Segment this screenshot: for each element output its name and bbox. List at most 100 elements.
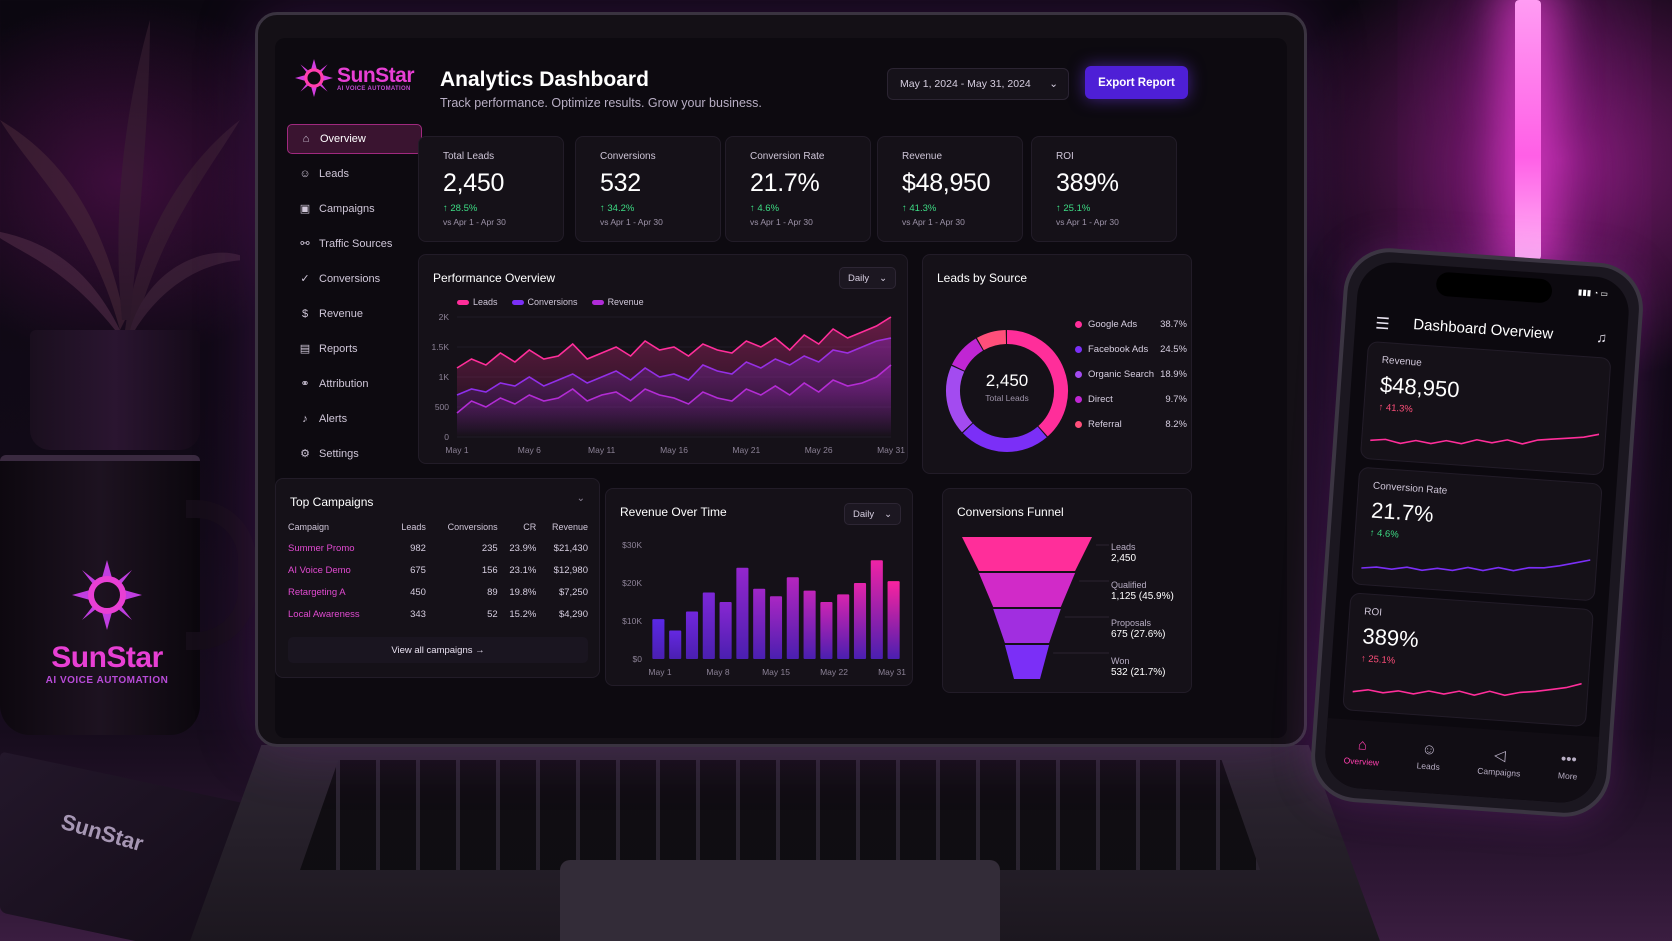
- sidebar-item-traffic-sources[interactable]: ⚯ Traffic Sources: [287, 229, 422, 259]
- legend-swatch: [457, 300, 469, 306]
- sun-logo-icon: [72, 560, 142, 630]
- phone-tab-more[interactable]: ••• More: [1558, 750, 1579, 781]
- kpi-comparison: vs Apr 1 - Apr 30: [750, 217, 813, 227]
- bell-icon: ♪: [302, 413, 308, 425]
- donut-slice-direct: [951, 338, 984, 372]
- leads-donut-chart: [946, 330, 1068, 452]
- status-bar-icons: ▮▮▮ ◔ ▭: [1577, 287, 1609, 299]
- phone-title: Dashboard Overview: [1412, 316, 1554, 343]
- table-header-row: Campaign Leads Conversions CR Revenue: [288, 517, 588, 537]
- top-campaigns-card: Top Campaigns ⌄ Campaign Leads Conversions…: [275, 478, 600, 678]
- phone-tab-campaigns[interactable]: ◁ Campaigns: [1477, 744, 1522, 778]
- funnel-stage: [978, 573, 1076, 607]
- date-range-value: May 1, 2024 - May 31, 2024: [900, 78, 1031, 90]
- sidebar-item-revenue[interactable]: $ Revenue: [287, 299, 422, 329]
- kpi-card-conversion-rate: Conversion Rate 21.7% ↑ 4.6% vs Apr 1 - Apr…: [725, 136, 871, 242]
- legend-item: Revenue: [591, 297, 644, 307]
- table-row[interactable]: AI Voice Demo 675 156 23.1% $12,980: [288, 559, 588, 581]
- table-cell: 156: [481, 564, 498, 576]
- leads-by-source-card: Leads by Source 2,450 Total Leads Google…: [922, 254, 1192, 474]
- funnel-stage-name: Leads: [1111, 542, 1136, 552]
- export-report-button[interactable]: Export Report: [1085, 66, 1188, 99]
- source-legend-row: Organic Search 18.9%: [1075, 369, 1187, 380]
- table-cell: $12,980: [553, 564, 588, 576]
- sidebar-item-settings[interactable]: ⚙ Settings: [287, 439, 422, 469]
- sidebar-item-label: Alerts: [319, 413, 348, 425]
- source-dot: [1075, 420, 1082, 428]
- chevron-down-icon[interactable]: ⌄: [576, 493, 585, 504]
- revenue-bar: [853, 583, 867, 659]
- sidebar-item-reports[interactable]: ▤ Reports: [287, 334, 422, 364]
- revenue-bar: [837, 594, 850, 659]
- campaign-name[interactable]: Summer Promo: [288, 542, 355, 554]
- y-tick-label: 500: [435, 402, 449, 412]
- source-legend-row: Direct 9.7%: [1075, 394, 1187, 405]
- sidebar-item-leads[interactable]: ☺ Leads: [287, 159, 422, 189]
- source-dot: [1075, 395, 1082, 403]
- phone-tab-label: More: [1557, 770, 1578, 782]
- source-dot: [1075, 320, 1082, 328]
- phone-tab-label: Leads: [1416, 760, 1441, 772]
- revenue-bar: [702, 592, 715, 659]
- source-percent: 18.9%: [1160, 369, 1187, 380]
- column-header: Conversions: [447, 522, 498, 532]
- x-tick-label: May 11: [588, 445, 616, 455]
- donut-center-value: 2,450: [985, 371, 1029, 390]
- y-tick-label: 0: [444, 432, 449, 442]
- performance-interval-value: Daily: [848, 272, 870, 284]
- x-tick-label: May 22: [820, 667, 848, 677]
- table-cell: $21,430: [553, 542, 588, 554]
- kpi-change: ↑ 41.3%: [902, 203, 937, 214]
- conversions-funnel-card: Conversions Funnel Leads 2,450 Qualified 1,…: [942, 488, 1192, 693]
- source-percent: 8.2%: [1165, 419, 1187, 430]
- x-tick-label: May 6: [518, 445, 541, 455]
- table-row[interactable]: Retargeting A 450 89 19.8% $7,250: [288, 581, 588, 603]
- table-row[interactable]: Local Awareness 343 52 15.2% $4,290: [288, 603, 588, 625]
- source-name: Facebook Ads: [1088, 344, 1149, 355]
- laptop-keyboard: [300, 760, 1260, 870]
- table-cell: $4,290: [558, 608, 588, 620]
- funnel-title: Conversions Funnel: [957, 505, 1064, 519]
- phone-card-revenue[interactable]: Revenue $48,950 ↑ 41.3%: [1359, 340, 1612, 476]
- funnel-stage-label: Qualified 1,125 (45.9%): [1111, 579, 1174, 603]
- revenue-interval-select[interactable]: Daily ⌄: [844, 503, 902, 525]
- phone-notch: [1435, 271, 1553, 304]
- y-tick-label: 1K: [439, 372, 450, 382]
- campaign-name[interactable]: AI Voice Demo: [288, 564, 351, 576]
- date-range-picker[interactable]: May 1, 2024 - May 31, 2024 ⌄: [887, 68, 1069, 100]
- source-dot: [1075, 370, 1082, 378]
- phone-tab-overview[interactable]: ⌂ Overview: [1343, 735, 1380, 767]
- table-cell: 982: [410, 542, 426, 554]
- sidebar-item-conversions[interactable]: ✓ Conversions: [287, 264, 422, 294]
- performance-interval-select[interactable]: Daily ⌄: [839, 267, 897, 289]
- phone-sparkline: [1361, 559, 1591, 572]
- source-name-wrap: Organic Search: [1075, 369, 1154, 380]
- phone-tab-leads[interactable]: ☺ Leads: [1416, 740, 1441, 772]
- source-legend-row: Facebook Ads 24.5%: [1075, 344, 1187, 355]
- kpi-change: ↑ 4.6%: [750, 203, 780, 214]
- campaign-name[interactable]: Retargeting A: [288, 586, 346, 598]
- table-cell: 23.1%: [509, 564, 537, 576]
- sidebar-item-overview[interactable]: ⌂ Overview: [287, 124, 422, 154]
- table-row[interactable]: Summer Promo 982 235 23.9% $21,430: [288, 537, 588, 559]
- funnel-stage-name: Proposals: [1111, 618, 1152, 628]
- view-all-campaigns-button[interactable]: View all campaigns →: [288, 637, 588, 663]
- sidebar-item-label: Traffic Sources: [319, 238, 393, 250]
- chevron-down-icon: ⌄: [1049, 78, 1058, 90]
- phone-card-conversion-rate[interactable]: Conversion Rate 21.7% ↑ 4.6%: [1351, 466, 1603, 602]
- kpi-card-revenue: Revenue $48,950 ↑ 41.3% vs Apr 1 - Apr 30: [877, 136, 1023, 242]
- dashboard-screen: SunStar AI VOICE AUTOMATION ⌂ Overview ☺ Le…: [275, 38, 1287, 738]
- campaign-name[interactable]: Local Awareness: [288, 608, 360, 620]
- sidebar-item-attribution[interactable]: ⚭ Attribution: [287, 369, 422, 399]
- table-cell: 675: [410, 564, 426, 576]
- source-name-wrap: Facebook Ads: [1075, 344, 1148, 355]
- sidebar-item-campaigns[interactable]: ▣ Campaigns: [287, 194, 422, 224]
- hamburger-menu-icon[interactable]: ☰: [1374, 315, 1391, 334]
- megaphone-icon: ▣: [299, 203, 311, 215]
- sidebar-item-alerts[interactable]: ♪ Alerts: [287, 404, 422, 434]
- bell-icon[interactable]: ♫: [1595, 328, 1608, 346]
- phone-cards: Revenue $48,950 ↑ 41.3% Conversion Rate 21.7…: [1342, 260, 1631, 728]
- kpi-card-total-leads: Total Leads 2,450 ↑ 28.5% vs Apr 1 - Apr 30: [418, 136, 564, 242]
- phone-card-roi[interactable]: ROI 389% ↑ 25.1%: [1342, 592, 1594, 728]
- source-name-wrap: Referral: [1075, 419, 1122, 430]
